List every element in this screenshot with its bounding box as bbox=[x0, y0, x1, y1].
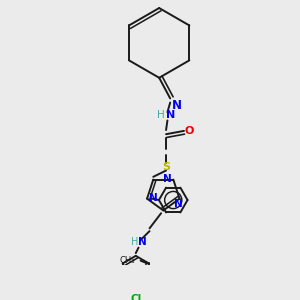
Text: O: O bbox=[184, 126, 194, 136]
Text: N: N bbox=[149, 193, 158, 203]
Text: Cl: Cl bbox=[130, 293, 141, 300]
Text: S: S bbox=[162, 162, 170, 172]
Text: N: N bbox=[163, 174, 172, 184]
Text: H: H bbox=[131, 237, 139, 247]
Text: H: H bbox=[157, 110, 164, 120]
Text: N: N bbox=[138, 237, 146, 247]
Text: N: N bbox=[166, 110, 175, 120]
Text: CH₃: CH₃ bbox=[120, 256, 135, 265]
Text: N: N bbox=[172, 99, 182, 112]
Text: N: N bbox=[174, 199, 182, 208]
